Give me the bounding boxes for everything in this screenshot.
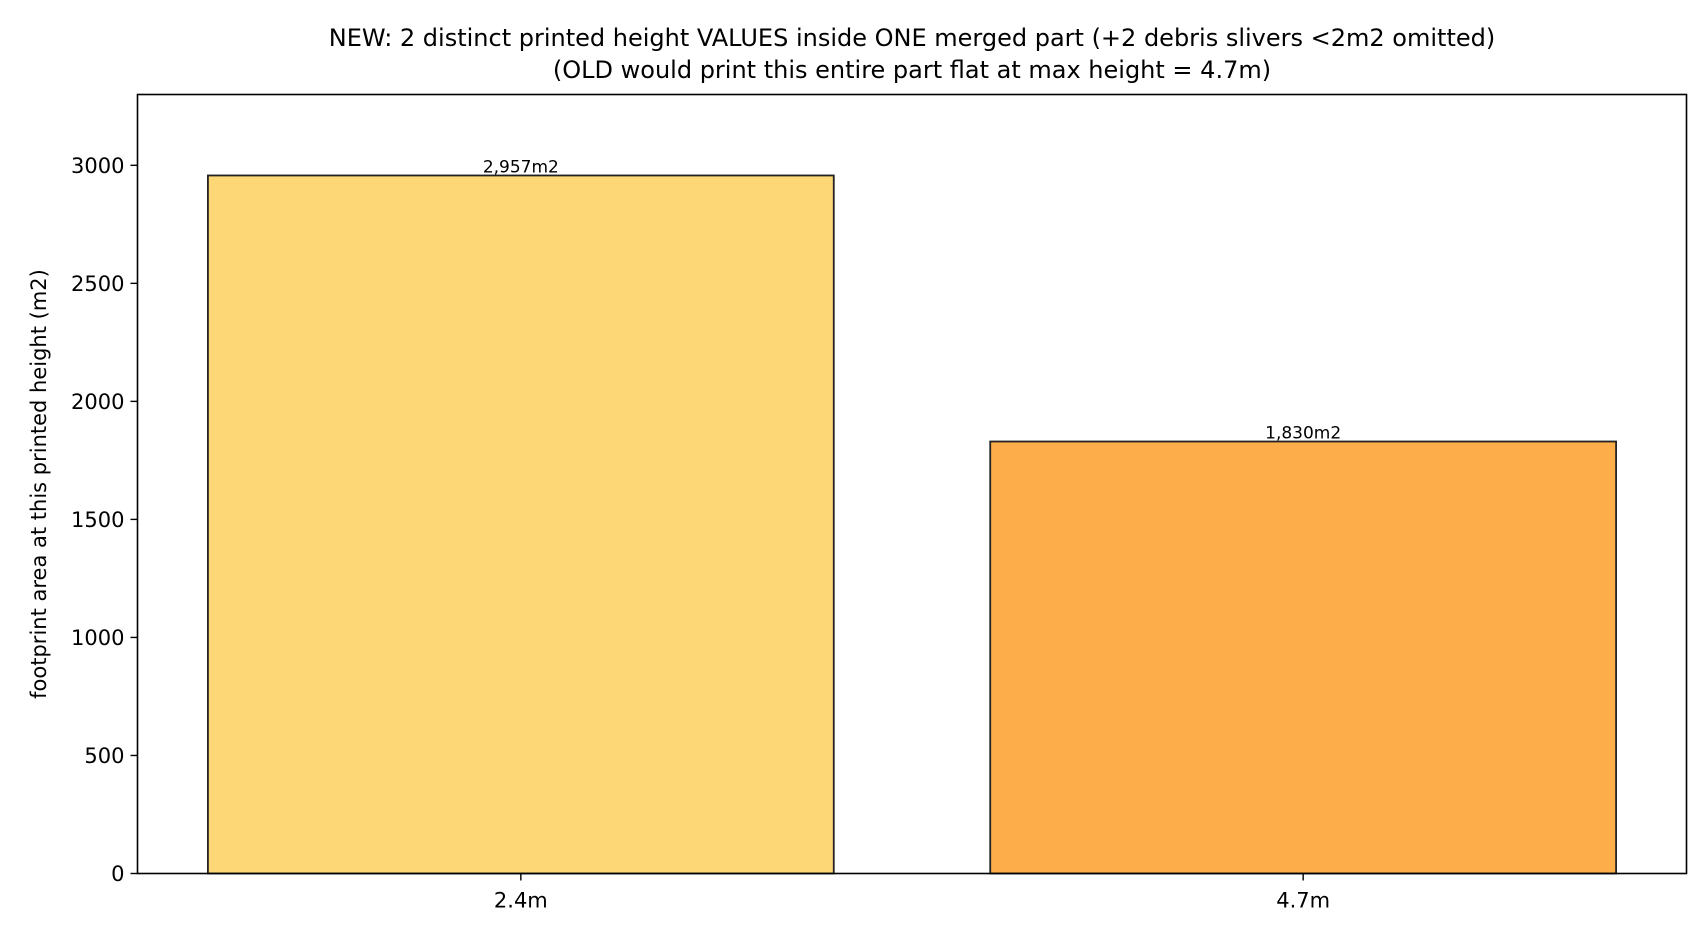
bar-value-label: 1,830m2 xyxy=(1265,424,1341,444)
bar-2-4m xyxy=(207,174,835,875)
x-axis: 2.4m 4.7m xyxy=(494,873,1330,913)
y-tick-label: 1000 xyxy=(71,626,124,650)
y-axis-label: footprint area at this printed height (m… xyxy=(27,269,51,699)
y-tick-label: 500 xyxy=(84,744,124,768)
bar-4-7m xyxy=(989,440,1617,875)
y-tick-label: 3000 xyxy=(71,154,124,178)
y-tick-label: 2500 xyxy=(71,272,124,296)
bars-group xyxy=(207,174,1617,875)
y-axis: 0 500 1000 1500 2000 2500 3000 xyxy=(71,154,138,886)
bar-labels-group: 2,957m2 1,830m2 xyxy=(483,157,1341,443)
y-tick-label: 1500 xyxy=(71,508,124,532)
y-tick-label: 0 xyxy=(111,862,124,886)
x-tick-label: 4.7m xyxy=(1276,889,1330,913)
chart-subtitle: (OLD would print this entire part flat a… xyxy=(553,56,1271,84)
chart-title: NEW: 2 distinct printed height VALUES in… xyxy=(329,24,1495,52)
y-tick-label: 2000 xyxy=(71,390,124,414)
plot-frame xyxy=(136,93,1688,875)
bar-value-label: 2,957m2 xyxy=(483,157,559,177)
x-tick-label: 2.4m xyxy=(494,889,548,913)
